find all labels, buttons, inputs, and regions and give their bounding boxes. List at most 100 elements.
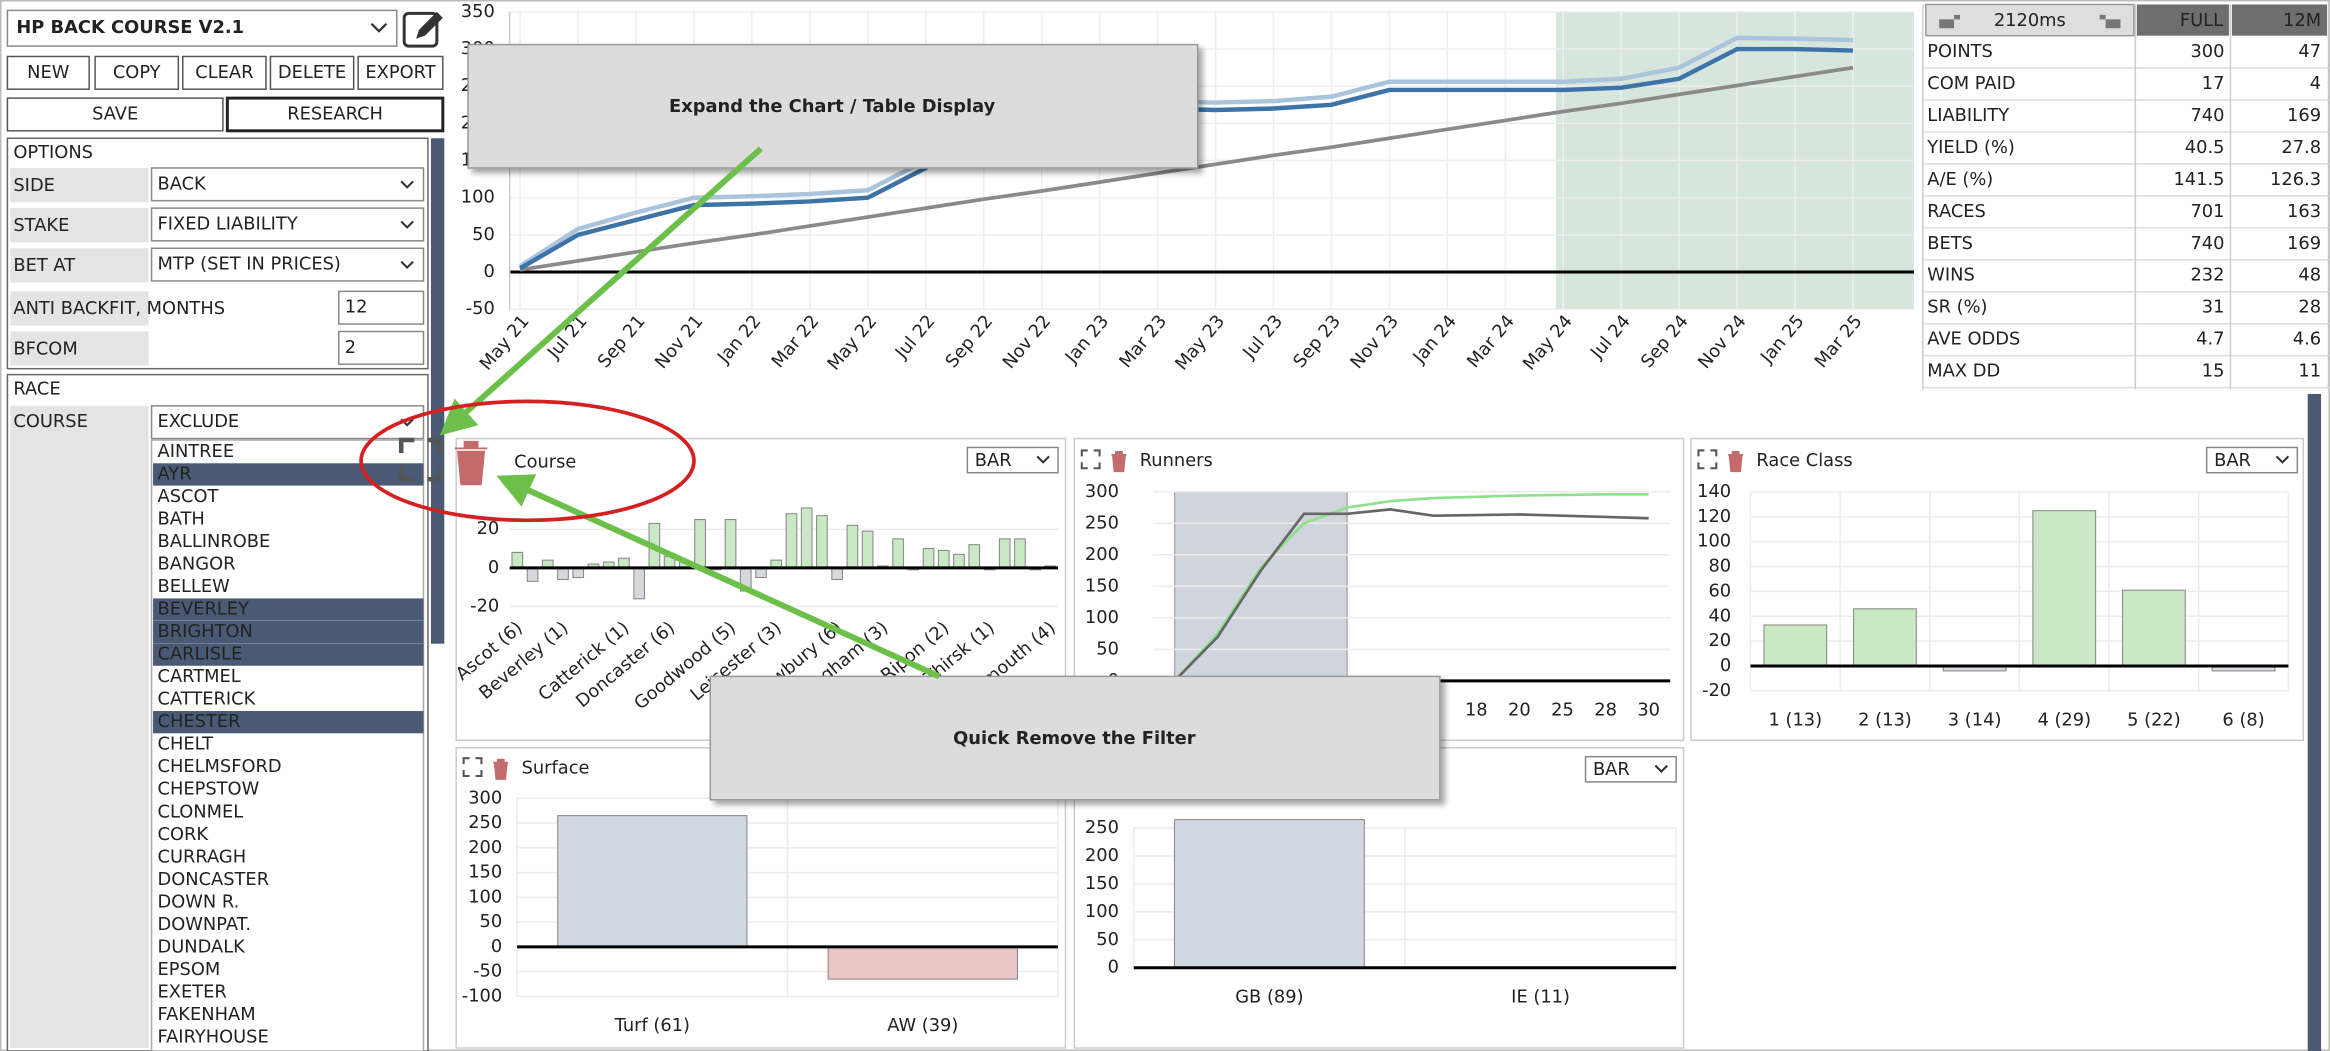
y-tick-label: 20 [1708,630,1731,651]
button-label: EXPORT [365,62,435,83]
field-value: FIXED LIABILITY [158,213,298,234]
button[interactable] [6,97,224,132]
expand-icon[interactable] [1080,449,1101,470]
profile-select[interactable] [6,9,398,47]
bar [846,524,859,569]
course-item: CHEPSTOW [158,779,260,800]
y-tick-label: 200 [1085,845,1119,866]
expand-icon[interactable] [398,437,443,482]
course-item: FAKENHAM [158,1004,256,1025]
select[interactable] [150,167,425,202]
y-tick-label: 300 [468,787,502,808]
delete-icon[interactable] [1111,451,1127,473]
field-label: SIDE [13,175,55,196]
callout-text: Expand the Chart / Table Display [669,96,996,117]
bar [1173,819,1365,969]
cell-value: 11 [2298,361,2321,382]
cell-value: 740 [2190,105,2224,126]
edit-icon[interactable] [402,11,443,48]
input[interactable] [338,330,425,365]
y-tick-label: -50 [466,298,495,319]
delete-icon[interactable] [454,440,488,486]
button[interactable] [357,55,444,90]
course-item: DUNDALK [158,936,247,957]
row-label: MAX DD [1927,361,2000,382]
y-tick-label: 150 [1085,873,1119,894]
chart-panel [1690,437,2304,742]
scrollbar[interactable] [2307,393,2322,1051]
x-tick-label: 30 [1637,700,1660,721]
x-tick-label: 4 (29) [2037,710,2091,731]
bar [968,544,981,569]
field-label-bg [10,291,149,326]
bar [785,513,798,569]
cell-value: 48 [2298,265,2321,286]
course-item: CLONMEL [158,801,244,822]
bar [827,946,1018,980]
button[interactable] [182,55,267,90]
series-line [1173,508,1649,682]
y-tick-label: 20 [477,518,500,539]
expand-icon[interactable] [1697,449,1718,470]
field-label: BFCOM [13,338,77,359]
course-list [150,439,425,1051]
section-title: OPTIONS [13,142,93,163]
x-tick-label: 25 [1551,700,1574,721]
row-label: WINS [1927,265,1975,286]
y-tick-label: 140 [1697,481,1731,502]
y-tick-label: 150 [1085,575,1119,596]
button[interactable] [6,55,90,90]
y-tick-label: 100 [1085,607,1119,628]
row-label: SR (%) [1927,297,1987,318]
field-label-bg [10,248,149,283]
mode-select[interactable] [1584,755,1677,783]
row-label: A/E (%) [1927,169,1993,190]
input[interactable] [338,290,425,325]
y-tick-label: 50 [1096,929,1119,950]
cell-value: 31 [2202,297,2225,318]
button[interactable] [94,55,180,90]
mode-select[interactable] [966,446,1059,474]
cell-value: 740 [2190,233,2224,254]
y-tick-label: 40 [1708,605,1731,626]
bar [937,549,950,569]
button[interactable] [225,96,445,133]
bar [800,507,813,569]
x-tick-label: 20 [1508,700,1531,721]
select[interactable] [150,247,425,282]
selected-row [153,620,424,644]
panel-title: Course [514,451,576,472]
course-item: DOWNPAT. [158,914,252,935]
delete-icon[interactable] [493,758,509,780]
y-tick-label: -100 [462,985,502,1006]
mode-select[interactable] [2205,446,2299,474]
table-header [2231,4,2328,36]
y-tick-label: -20 [470,596,499,617]
selected-row [153,711,424,734]
button-label: COPY [113,62,161,83]
cell-value: 169 [2287,105,2321,126]
delete-icon[interactable] [1728,451,1744,473]
button-label: DELETE [278,62,346,83]
cell-value: 701 [2190,201,2224,222]
course-item: AYR [158,463,192,484]
callout-box [709,675,1441,801]
cell-value: 163 [2287,201,2321,222]
mode-value: BAR [975,450,1012,471]
bar [1763,624,1828,667]
button[interactable] [269,55,355,90]
expand-icon[interactable] [462,757,483,778]
cell-value: 40.5 [2185,137,2225,158]
selected-row [153,598,424,621]
field-value: 12 [345,297,368,318]
x-tick-label: 3 (14) [1948,710,2002,731]
y-tick-label: 100 [468,886,502,907]
select[interactable] [150,207,425,242]
y-tick-label: 250 [468,812,502,833]
row-label: AVE ODDS [1927,329,2020,350]
scrollbar[interactable] [430,138,445,644]
y-tick-label: 0 [483,261,494,282]
field-value: BACK [158,173,208,194]
field-label-bg [10,331,149,366]
